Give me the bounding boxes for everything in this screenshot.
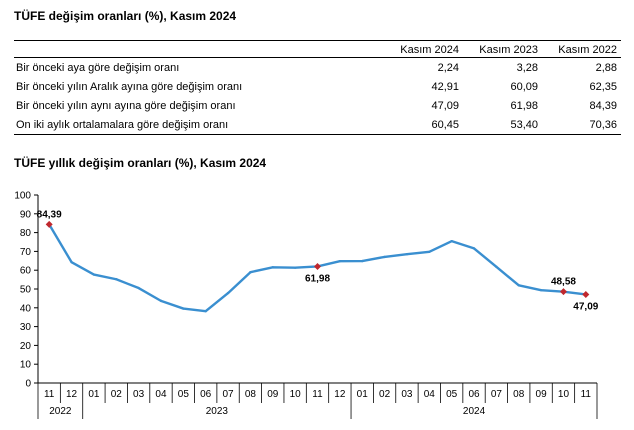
data-label: 61,98 bbox=[305, 273, 330, 284]
x-tick-label: 06 bbox=[468, 389, 480, 400]
table-cell: 84,39 bbox=[589, 100, 617, 112]
data-point bbox=[226, 291, 230, 295]
x-tick-label: 05 bbox=[446, 389, 458, 400]
data-point bbox=[70, 260, 73, 264]
table-cell: 53,40 bbox=[463, 115, 542, 135]
row-label: Bir önceki yılın aynı ayına göre değişim… bbox=[16, 100, 236, 112]
data-point bbox=[271, 266, 274, 269]
x-tick-label: 11 bbox=[581, 389, 592, 400]
row-label: On iki aylık ortalamalara göre değişim o… bbox=[14, 115, 384, 135]
table-cell: 42,91 bbox=[431, 81, 459, 93]
table-header-cell: Kasım 2022 bbox=[542, 40, 621, 58]
data-point bbox=[92, 273, 96, 276]
data-point bbox=[159, 299, 163, 303]
data-point bbox=[495, 265, 498, 269]
y-tick-label: 90 bbox=[20, 209, 32, 220]
data-point bbox=[293, 266, 297, 269]
highlight-marker bbox=[582, 290, 590, 298]
x-tick-label: 10 bbox=[290, 389, 302, 400]
highlight-marker bbox=[559, 288, 567, 296]
inflation-table: Kasım 2024 Kasım 2023 Kasım 2022 Bir önc… bbox=[14, 40, 621, 135]
x-tick-label: 09 bbox=[267, 389, 279, 400]
data-point bbox=[361, 259, 364, 263]
data-point bbox=[338, 260, 342, 263]
y-tick-label: 0 bbox=[25, 379, 31, 390]
data-point bbox=[405, 253, 409, 256]
x-tick-label: 03 bbox=[401, 389, 413, 400]
table-header-cell: Kasım 2024 bbox=[384, 40, 463, 58]
x-tick-label: 06 bbox=[200, 389, 212, 400]
table-header-cell: Kasım 2023 bbox=[463, 40, 542, 58]
y-tick-label: 100 bbox=[14, 191, 31, 202]
table-cell: 2,88 bbox=[595, 62, 617, 74]
data-label: 47,09 bbox=[573, 301, 598, 312]
table-header-row: Kasım 2024 Kasım 2023 Kasım 2022 bbox=[14, 40, 621, 58]
data-point bbox=[428, 250, 431, 253]
table-cell: 60,09 bbox=[510, 81, 538, 93]
y-tick-label: 10 bbox=[20, 360, 32, 371]
x-tick-label: 02 bbox=[111, 389, 123, 400]
data-point bbox=[182, 307, 185, 310]
table-row: Bir önceki aya göre değişim oranı 2,24 3… bbox=[14, 58, 621, 78]
data-point bbox=[472, 247, 476, 250]
x-tick-label: 07 bbox=[222, 389, 234, 400]
table-row: Bir önceki yılın aynı ayına göre değişim… bbox=[14, 96, 621, 115]
year-label: 2024 bbox=[463, 406, 486, 417]
x-tick-label: 04 bbox=[424, 389, 436, 400]
table-cell: 60,45 bbox=[384, 115, 463, 135]
table-cell: 3,28 bbox=[516, 62, 538, 74]
table-cell: 70,36 bbox=[542, 115, 621, 135]
chart-title: TÜFE yıllık değişim oranları (%), Kasım … bbox=[14, 156, 267, 170]
table-cell: 61,98 bbox=[510, 100, 538, 112]
x-tick-label: 04 bbox=[155, 389, 167, 400]
row-label: Bir önceki aya göre değişim oranı bbox=[16, 62, 180, 74]
x-tick-label: 02 bbox=[379, 389, 391, 400]
y-tick-label: 50 bbox=[20, 285, 32, 296]
table-cell: 62,35 bbox=[589, 81, 617, 93]
y-tick-label: 80 bbox=[20, 228, 32, 239]
table-title: TÜFE değişim oranları (%), Kasım 2024 bbox=[14, 9, 237, 23]
x-tick-label: 11 bbox=[44, 389, 55, 400]
data-point bbox=[249, 270, 252, 274]
table-cell: 2,24 bbox=[437, 62, 459, 74]
y-tick-label: 30 bbox=[20, 322, 32, 333]
x-tick-label: 08 bbox=[513, 389, 525, 400]
x-tick-label: 12 bbox=[66, 389, 78, 400]
highlight-marker bbox=[45, 220, 53, 228]
table-row: On iki aylık ortalamalara göre değişim o… bbox=[14, 115, 621, 135]
y-tick-label: 20 bbox=[20, 341, 32, 352]
data-point bbox=[539, 288, 543, 292]
x-tick-label: 07 bbox=[491, 389, 503, 400]
table-header-cell bbox=[14, 40, 384, 58]
data-point bbox=[450, 239, 453, 243]
year-label: 2023 bbox=[206, 406, 229, 417]
table-row: Bir önceki yılın Aralık ayına göre değiş… bbox=[14, 77, 621, 96]
data-label: 84,39 bbox=[37, 209, 62, 220]
x-tick-label: 05 bbox=[178, 389, 190, 400]
x-tick-label: 11 bbox=[312, 389, 323, 400]
highlight-marker bbox=[314, 262, 321, 270]
x-tick-label: 08 bbox=[245, 389, 257, 400]
x-tick-label: 01 bbox=[357, 389, 369, 400]
y-tick-label: 70 bbox=[20, 247, 32, 258]
y-tick-label: 40 bbox=[20, 303, 32, 314]
table-cell: 47,09 bbox=[431, 100, 459, 112]
year-label: 2022 bbox=[49, 406, 72, 417]
data-point bbox=[517, 284, 520, 287]
x-tick-label: 12 bbox=[334, 389, 346, 400]
row-label: Bir önceki yılın Aralık ayına göre değiş… bbox=[16, 81, 243, 93]
x-tick-label: 01 bbox=[88, 389, 100, 400]
data-point bbox=[115, 278, 118, 281]
x-tick-label: 03 bbox=[133, 389, 145, 400]
x-tick-label: 10 bbox=[558, 389, 570, 400]
data-point bbox=[204, 309, 207, 313]
data-point bbox=[137, 286, 140, 290]
data-label: 48,58 bbox=[551, 277, 576, 288]
y-tick-label: 60 bbox=[20, 266, 32, 277]
x-tick-label: 09 bbox=[536, 389, 548, 400]
data-point bbox=[383, 255, 386, 259]
